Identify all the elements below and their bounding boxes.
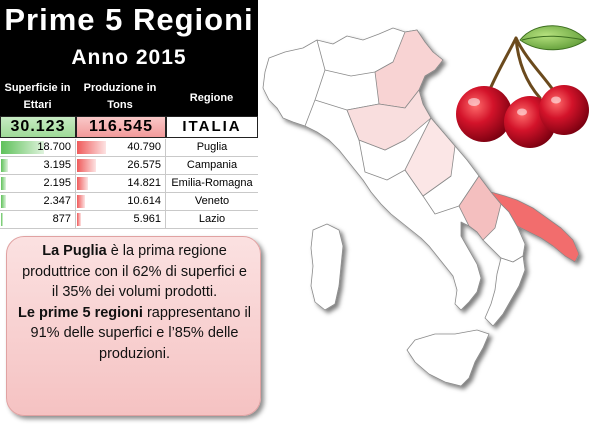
- production-value: 5.961: [133, 213, 161, 225]
- surface-bar: [1, 213, 3, 226]
- cherries-icon: [456, 25, 589, 148]
- header-production: Produzione in Tons: [75, 80, 165, 116]
- surface-bar: [1, 141, 44, 154]
- total-surface: 30.123: [0, 116, 76, 138]
- table-row: 3.195 26.575 Campania: [0, 157, 258, 175]
- production-bar: [77, 159, 96, 172]
- region-calabria: [484, 255, 526, 327]
- region-table: 18.700 40.790 Puglia 3.195 26.575 Campan…: [0, 139, 258, 229]
- region-name: Puglia: [196, 141, 228, 153]
- map-sardinia: [310, 223, 344, 311]
- summary-sentence-2: rappresentano il 91% delle superfici e l…: [30, 304, 251, 362]
- surface-cell: 18.700: [0, 139, 76, 156]
- production-value: 40.790: [127, 141, 161, 153]
- production-bar: [77, 195, 85, 208]
- map-sicily: [406, 329, 490, 387]
- production-bar: [77, 177, 88, 190]
- table-row: 877 5.961 Lazio: [0, 211, 258, 229]
- production-cell: 5.961: [76, 211, 166, 228]
- surface-value: 18.700: [37, 141, 71, 153]
- production-bar: [77, 213, 81, 226]
- title-banner: Prime 5 Regioni Anno 2015: [0, 0, 258, 80]
- surface-cell: 2.347: [0, 193, 76, 210]
- production-value: 26.575: [127, 159, 161, 171]
- production-value: 14.821: [127, 177, 161, 189]
- italy-map-icon: [262, 27, 580, 387]
- summary-highlight-top5: Le prime 5 regioni: [18, 304, 143, 321]
- cherry-left: [456, 86, 512, 142]
- region-puglia: [490, 191, 580, 263]
- surface-cell: 877: [0, 211, 76, 228]
- region-emilia-romagna: [346, 89, 432, 151]
- cherry-leaf: [519, 25, 587, 51]
- header-surface: Superficie in Ettari: [0, 80, 75, 116]
- total-region: ITALIA: [166, 116, 258, 138]
- summary-sentence-1: è la prima regione produttrice con il 62…: [22, 243, 247, 300]
- total-production: 116.545: [76, 116, 166, 138]
- region-name: Emilia-Romagna: [171, 177, 253, 189]
- table-row: 18.700 40.790 Puglia: [0, 139, 258, 157]
- surface-bar: [1, 159, 8, 172]
- production-cell: 14.821: [76, 175, 166, 192]
- surface-value: 877: [52, 213, 71, 225]
- surface-value: 2.347: [43, 195, 71, 207]
- surface-bar: [1, 177, 6, 190]
- surface-value: 3.195: [43, 159, 71, 171]
- summary-text: La Puglia è la prima regione produttrice…: [17, 241, 252, 364]
- production-cell: 40.790: [76, 139, 166, 156]
- surface-cell: 2.195: [0, 175, 76, 192]
- page-title: Prime 5 Regioni: [4, 2, 254, 37]
- total-row: 30.123 116.545 ITALIA: [0, 116, 258, 138]
- table-row: 2.347 10.614 Veneto: [0, 193, 258, 211]
- production-cell: 26.575: [76, 157, 166, 174]
- cherry-right: [539, 85, 589, 135]
- summary-callout: La Puglia è la prima regione produttrice…: [6, 236, 261, 416]
- production-cell: 10.614: [76, 193, 166, 210]
- production-value: 10.614: [127, 195, 161, 207]
- summary-highlight-puglia: La Puglia: [42, 243, 107, 259]
- surface-value: 2.195: [43, 177, 71, 189]
- surface-bar: [1, 195, 6, 208]
- region-name: Veneto: [194, 195, 230, 207]
- region-name: Lazio: [198, 213, 226, 225]
- table-row: 2.195 14.821 Emilia-Romagna: [0, 175, 258, 193]
- header-region: Regione: [165, 80, 258, 116]
- region-lazio: [404, 117, 456, 197]
- production-bar: [77, 141, 106, 154]
- region-campania: [458, 175, 502, 241]
- page-subtitle-year: Anno 2015: [71, 46, 187, 69]
- surface-cell: 3.195: [0, 157, 76, 174]
- region-name: Campania: [186, 159, 238, 171]
